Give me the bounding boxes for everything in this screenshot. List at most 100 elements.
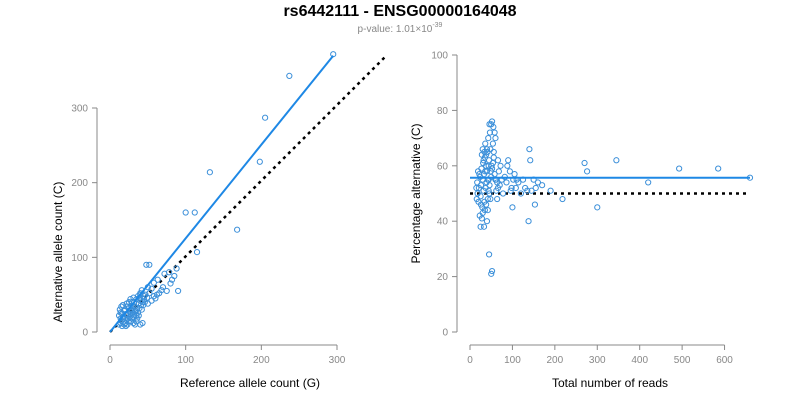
plot1-data-point	[137, 291, 144, 298]
plot1-x-tick-label: 300	[329, 355, 346, 366]
plot1-data-point	[128, 307, 136, 315]
plot2-data-point	[559, 195, 566, 203]
plot1-reference-line	[109, 55, 387, 333]
plot1-data-point	[133, 296, 140, 303]
plot2-x-tick-label: 0	[467, 355, 473, 366]
plot1-data-point	[135, 312, 142, 319]
plot2-data-point	[482, 168, 489, 175]
plot2-data-point	[473, 184, 480, 192]
plot2-data-point	[483, 146, 491, 153]
plot2-data-point	[478, 215, 485, 222]
plot2-x-axis-label: Total number of reads	[552, 376, 668, 390]
plot2-data-point	[488, 267, 496, 275]
plot1-data-point	[127, 296, 134, 303]
plot1-data-point	[165, 269, 173, 276]
plot2-data-point	[497, 162, 504, 169]
plot1-data-point	[150, 293, 157, 300]
plot2-data-point	[532, 184, 539, 192]
plot2-y-tick-label: 40	[437, 217, 449, 228]
plot2-data-point	[488, 270, 495, 277]
plot1-data-point	[256, 158, 263, 165]
plot1-x-axis-label: Reference allele count (G)	[180, 376, 320, 390]
plot1-data-point	[163, 287, 170, 295]
pvalue-text: p-value: 1.01×10	[357, 24, 433, 35]
plot2-data-point	[527, 157, 534, 164]
plot2-data-point	[517, 190, 525, 197]
plot2-data-point	[494, 157, 502, 164]
plot2-y-tick-label: 100	[431, 51, 448, 62]
plot2-data-point	[494, 184, 502, 192]
plot1-x-tick-label: 0	[107, 355, 113, 366]
plot1-data-point	[262, 114, 269, 121]
plot2-data-point	[547, 187, 554, 194]
plot2-y-tick-label: 20	[437, 272, 449, 283]
plot2-data-point	[490, 148, 497, 156]
plot2-data-point	[495, 168, 502, 175]
plot1-data-point	[158, 287, 165, 294]
plot1-data-point	[159, 284, 167, 291]
plot2-data-point	[581, 159, 588, 167]
plot2-data-point	[475, 184, 483, 192]
plot2-data-point	[485, 251, 493, 258]
plot2-x-tick-label: 600	[716, 355, 733, 366]
plot1-data-point	[133, 312, 140, 319]
plot1-y-axis-label: Alternative allele count (C)	[51, 182, 65, 323]
plot1-x-tick-label: 100	[177, 355, 194, 366]
plot2-data-point	[515, 179, 522, 186]
plot1-data-point	[118, 303, 125, 310]
plot1-data-point	[130, 319, 137, 327]
plot1-y-tick-label: 200	[71, 178, 88, 189]
plot1-data-point	[171, 272, 178, 280]
plot1-data-point	[175, 287, 182, 295]
plot1-data-point	[137, 302, 145, 309]
plot2-data-point	[491, 129, 498, 136]
plot1-y-tick-label: 0	[82, 328, 88, 339]
plot2-data-point	[512, 184, 519, 192]
plot2-data-point	[480, 159, 487, 167]
plot1-data-point	[115, 312, 123, 319]
pvalue-subtitle: p-value: 1.01×10-39	[0, 22, 800, 35]
plot2-data-point	[505, 157, 512, 164]
plot1-data-point	[173, 265, 180, 272]
plot1-y-tick-label: 100	[71, 253, 88, 264]
plot2-data-point	[613, 157, 620, 164]
plot2-data-point	[494, 195, 501, 203]
plot1-data-point	[167, 280, 174, 287]
plot1-data-point	[154, 276, 161, 283]
plot2-data-point	[504, 162, 511, 169]
plot2-data-point	[473, 195, 480, 203]
plot1-data-point	[191, 209, 198, 216]
plot1-data-point	[124, 321, 131, 328]
plot1-data-point	[150, 279, 157, 286]
plot2-data-point	[506, 168, 513, 175]
plot2-data-point	[489, 140, 497, 147]
plot2-data-point	[676, 165, 683, 172]
plot1-data-point	[144, 300, 151, 307]
plot1-data-point	[121, 321, 128, 328]
plot2-x-tick-label: 400	[631, 355, 648, 366]
plot2-y-axis-label: Percentage alternative (C)	[409, 123, 423, 263]
plot1-data-point	[206, 169, 213, 176]
plot1-data-point	[131, 321, 139, 328]
plot2-x-tick-label: 300	[589, 355, 606, 366]
plot2-data-point	[487, 195, 494, 203]
plot2-data-point	[539, 182, 546, 189]
plot2-data-point	[531, 201, 539, 208]
plot1-data-point	[146, 290, 153, 297]
plot1-data-point	[234, 226, 241, 233]
plot1-fit-line	[109, 55, 334, 333]
plot2-data-point	[503, 179, 510, 186]
plot2-data-point	[524, 187, 531, 194]
plot2-data-point	[474, 179, 481, 186]
plot1-data-point	[146, 261, 153, 268]
plot1-data-point	[119, 313, 126, 321]
plot2-data-point	[511, 171, 518, 178]
plot2-data-point	[499, 190, 507, 197]
plot2-data-point	[484, 207, 491, 214]
plot2-data-point	[583, 168, 591, 175]
plot2-data-point	[477, 223, 484, 230]
plot2-data-point	[508, 184, 515, 192]
plot2-data-point	[485, 135, 492, 142]
plot2-data-point	[486, 121, 493, 128]
